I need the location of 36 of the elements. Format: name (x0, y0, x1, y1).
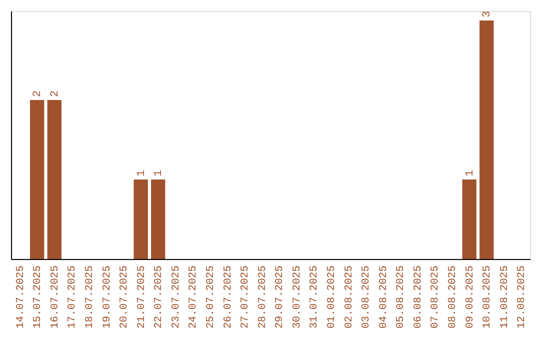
x-tick-label: 06.08.2025 (412, 266, 424, 329)
x-tick-label: 14.07.2025 (14, 266, 27, 329)
x-tick-label: 25.07.2025 (204, 266, 217, 329)
x-tick-label: 08.08.2025 (447, 266, 460, 329)
data-label: 1 (136, 170, 148, 177)
x-tick-label: 26.07.2025 (222, 266, 234, 329)
x-tick-label: 04.08.2025 (378, 266, 390, 329)
x-tick-label: 28.07.2025 (256, 266, 269, 329)
x-tick-label: 15.07.2025 (32, 266, 44, 329)
x-tick-label: 29.07.2025 (274, 266, 286, 329)
x-tick-label: 10.08.2025 (482, 266, 494, 329)
data-label: 1 (153, 170, 166, 177)
x-tick-label: 01.08.2025 (326, 266, 338, 329)
x-tick-label: 19.07.2025 (101, 266, 114, 329)
x-tick-label: 11.08.2025 (498, 266, 511, 329)
x-tick-label: 02.08.2025 (343, 266, 356, 329)
x-tick-label: 31.07.2025 (308, 266, 321, 329)
x-tick-label: 16.07.2025 (49, 266, 62, 329)
x-tick-label: 03.08.2025 (360, 266, 373, 329)
x-tick-label: 24.07.2025 (188, 266, 200, 329)
x-tick-label: 05.08.2025 (395, 266, 408, 329)
data-label: 2 (49, 90, 62, 98)
data-label: 3 (482, 10, 494, 18)
x-tick-label: 17.07.2025 (66, 266, 79, 329)
data-label: 1 (464, 170, 476, 177)
x-tick-label: 18.07.2025 (84, 266, 96, 329)
x-tick-label: 09.08.2025 (464, 266, 476, 329)
x-tick-label: 22.07.2025 (153, 266, 166, 329)
data-label: 2 (32, 90, 44, 98)
x-tick-label: 27.07.2025 (240, 266, 252, 329)
x-tick-label: 12.08.2025 (516, 266, 528, 329)
x-tick-label: 21.07.2025 (136, 266, 148, 329)
x-tick-label: 30.07.2025 (291, 266, 304, 329)
x-tick-label: 07.08.2025 (430, 266, 442, 329)
x-tick-label: 23.07.2025 (170, 266, 182, 329)
x-tick-label: 20.07.2025 (118, 266, 131, 329)
